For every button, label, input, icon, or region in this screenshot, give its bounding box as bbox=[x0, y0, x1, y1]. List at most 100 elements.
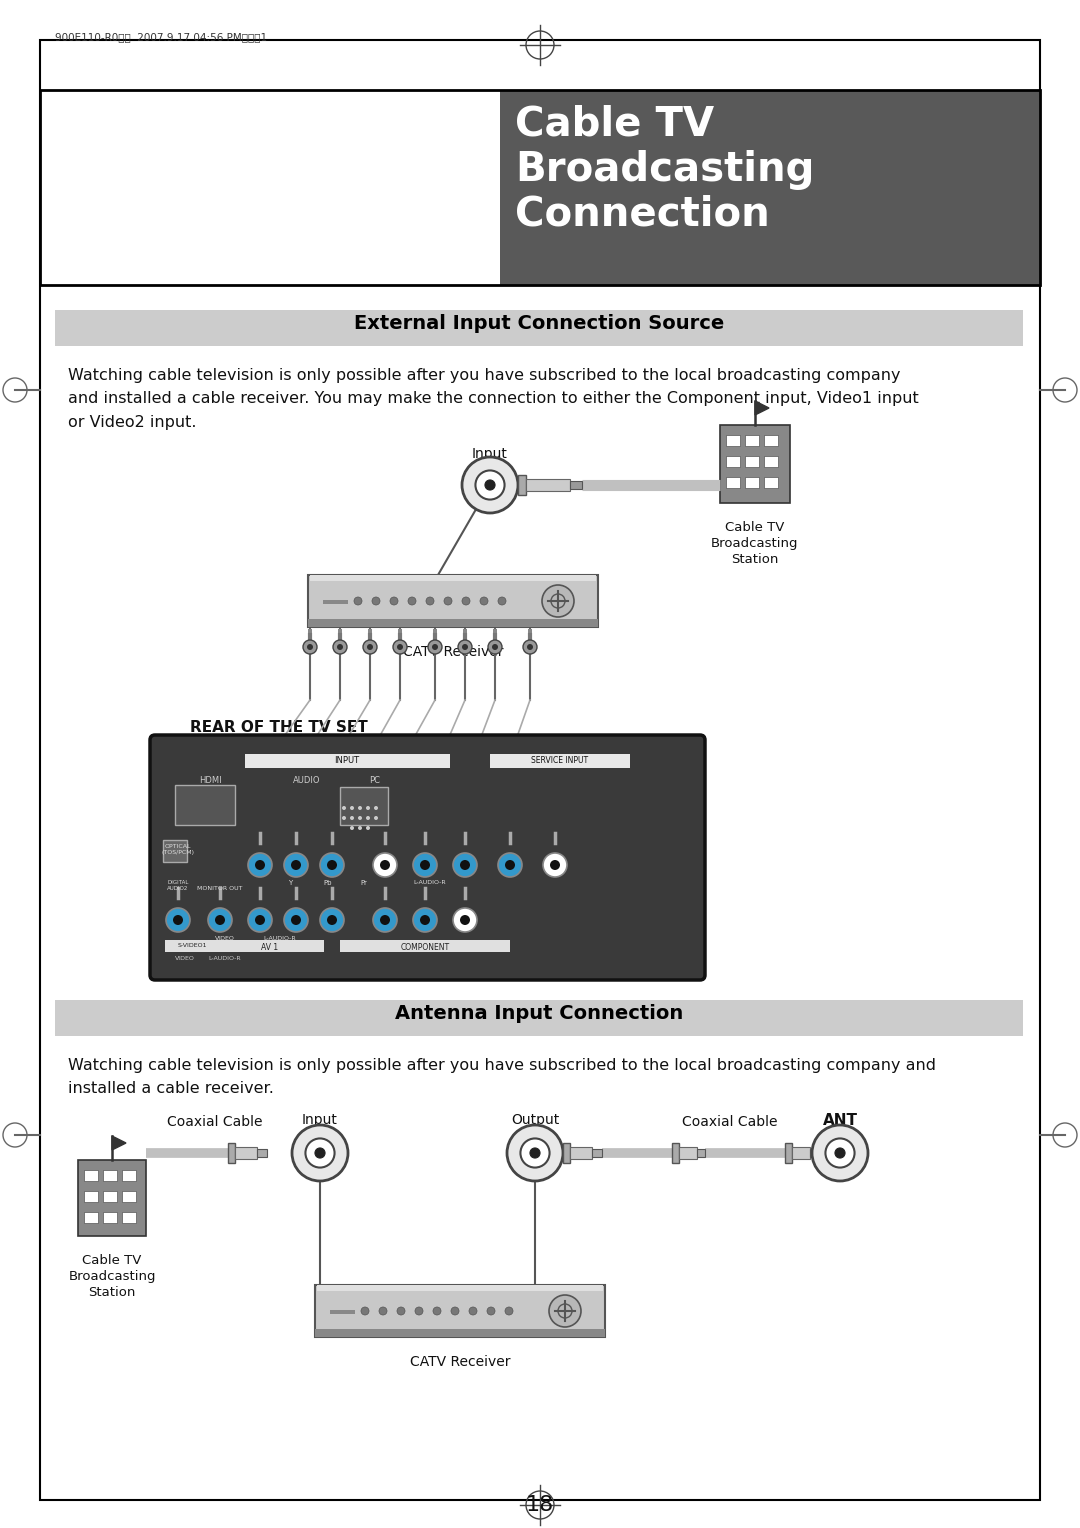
Circle shape bbox=[498, 597, 507, 605]
Circle shape bbox=[521, 1138, 550, 1167]
Text: HDMI: HDMI bbox=[199, 776, 221, 785]
Text: DIGITAL
AUDIO2: DIGITAL AUDIO2 bbox=[167, 880, 189, 891]
Circle shape bbox=[350, 805, 354, 810]
Circle shape bbox=[420, 860, 430, 869]
Text: CATV Receiver: CATV Receiver bbox=[403, 645, 503, 659]
Bar bbox=[697, 1149, 705, 1157]
Text: VIDEO: VIDEO bbox=[215, 937, 235, 941]
Bar bbox=[235, 1148, 257, 1160]
Text: Cable TV
Broadcasting
Station: Cable TV Broadcasting Station bbox=[712, 521, 799, 565]
Text: 18: 18 bbox=[526, 1494, 554, 1514]
Bar bbox=[526, 478, 570, 490]
Circle shape bbox=[550, 860, 561, 869]
Text: Cable TV
Broadcasting
Station: Cable TV Broadcasting Station bbox=[68, 1254, 156, 1299]
Circle shape bbox=[327, 860, 337, 869]
Text: L-AUDIO-R: L-AUDIO-R bbox=[264, 937, 296, 941]
Bar bbox=[257, 1149, 267, 1157]
Circle shape bbox=[462, 643, 468, 649]
Bar bbox=[785, 1143, 792, 1163]
Bar bbox=[672, 1143, 679, 1163]
Bar bbox=[726, 477, 740, 487]
Bar bbox=[570, 481, 582, 489]
FancyBboxPatch shape bbox=[150, 735, 705, 979]
Text: Coaxial Cable: Coaxial Cable bbox=[167, 1115, 262, 1129]
Circle shape bbox=[208, 908, 232, 932]
Circle shape bbox=[291, 915, 301, 924]
Bar bbox=[228, 1143, 235, 1163]
Circle shape bbox=[462, 457, 518, 513]
Text: L-AUDIO-R: L-AUDIO-R bbox=[414, 880, 446, 885]
Circle shape bbox=[350, 816, 354, 821]
Bar bbox=[330, 1309, 355, 1314]
Circle shape bbox=[374, 805, 378, 810]
Text: Pr: Pr bbox=[361, 880, 367, 886]
Bar bbox=[433, 630, 437, 642]
Bar bbox=[40, 90, 500, 286]
Circle shape bbox=[361, 1306, 369, 1316]
Circle shape bbox=[453, 908, 477, 932]
Circle shape bbox=[248, 853, 272, 877]
Circle shape bbox=[306, 1138, 335, 1167]
Bar bbox=[122, 1170, 136, 1181]
Bar bbox=[500, 90, 1040, 286]
Bar bbox=[308, 575, 598, 626]
Circle shape bbox=[357, 827, 362, 830]
Bar bbox=[745, 435, 759, 446]
Circle shape bbox=[462, 597, 470, 605]
Bar bbox=[84, 1170, 98, 1181]
Polygon shape bbox=[755, 400, 769, 416]
Bar bbox=[245, 753, 450, 769]
Circle shape bbox=[350, 827, 354, 830]
Text: REAR OF THE TV SET: REAR OF THE TV SET bbox=[190, 720, 368, 735]
Circle shape bbox=[357, 816, 362, 821]
Circle shape bbox=[549, 1296, 581, 1326]
Bar bbox=[399, 630, 402, 642]
Circle shape bbox=[354, 597, 362, 605]
Bar bbox=[726, 455, 740, 468]
Text: INPUT: INPUT bbox=[335, 756, 360, 766]
Circle shape bbox=[469, 1306, 477, 1316]
Circle shape bbox=[542, 585, 573, 617]
Bar bbox=[463, 630, 467, 642]
Circle shape bbox=[433, 1306, 441, 1316]
Circle shape bbox=[342, 805, 346, 810]
Bar bbox=[323, 601, 348, 604]
Circle shape bbox=[451, 1306, 459, 1316]
Circle shape bbox=[812, 1125, 868, 1181]
Circle shape bbox=[543, 853, 567, 877]
Circle shape bbox=[426, 597, 434, 605]
Bar bbox=[84, 1212, 98, 1222]
Text: VIDEO: VIDEO bbox=[175, 957, 194, 961]
Circle shape bbox=[393, 640, 407, 654]
Text: Watching cable television is only possible after you have subscribed to the loca: Watching cable television is only possib… bbox=[68, 368, 919, 429]
Circle shape bbox=[408, 597, 416, 605]
Text: Cable TV
Broadcasting
Connection: Cable TV Broadcasting Connection bbox=[515, 105, 814, 234]
Text: OPTICAL
(TOS/PCM): OPTICAL (TOS/PCM) bbox=[162, 843, 194, 854]
Circle shape bbox=[337, 643, 343, 649]
Bar bbox=[163, 840, 187, 862]
Bar bbox=[528, 630, 532, 642]
Text: ANT: ANT bbox=[823, 1112, 858, 1128]
Circle shape bbox=[428, 640, 442, 654]
Circle shape bbox=[480, 597, 488, 605]
Text: Coaxial Cable: Coaxial Cable bbox=[683, 1115, 778, 1129]
Circle shape bbox=[307, 643, 313, 649]
Circle shape bbox=[530, 1148, 540, 1158]
Circle shape bbox=[320, 908, 345, 932]
Circle shape bbox=[357, 805, 362, 810]
Circle shape bbox=[320, 853, 345, 877]
Circle shape bbox=[492, 643, 498, 649]
Circle shape bbox=[487, 1306, 495, 1316]
Bar bbox=[103, 1190, 117, 1203]
Circle shape bbox=[284, 908, 308, 932]
Bar bbox=[764, 477, 778, 487]
Bar bbox=[318, 1285, 603, 1291]
Bar bbox=[84, 1190, 98, 1203]
Circle shape bbox=[315, 1148, 325, 1158]
Bar bbox=[792, 1148, 810, 1160]
Bar bbox=[810, 1149, 818, 1157]
Text: External Input Connection Source: External Input Connection Source bbox=[354, 313, 724, 333]
Circle shape bbox=[284, 853, 308, 877]
Text: Output: Output bbox=[511, 1112, 559, 1128]
Circle shape bbox=[488, 640, 502, 654]
